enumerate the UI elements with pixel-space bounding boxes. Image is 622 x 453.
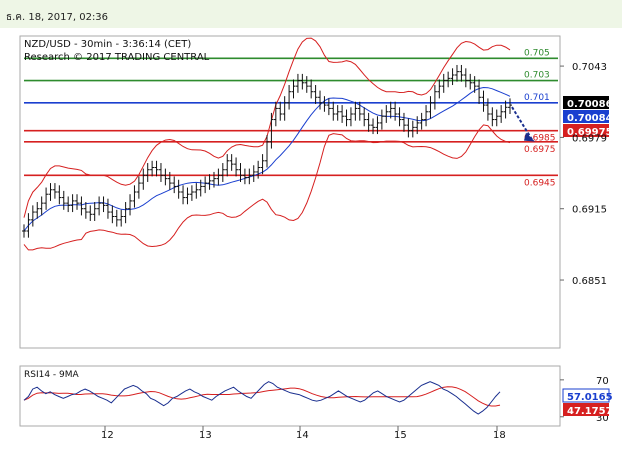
moving-average-line <box>23 86 511 232</box>
level-label-3: 0.6985 <box>524 134 556 144</box>
lower-band-line <box>23 124 511 251</box>
price-tag-box <box>563 124 609 137</box>
price-tag-box <box>563 110 609 123</box>
chart-title: NZD/USD - 30min - 3:36:14 (CET) <box>24 39 191 50</box>
rsi-panel <box>19 365 561 427</box>
level-label-5: 0.6945 <box>524 178 556 188</box>
rsi-line <box>23 381 501 415</box>
price-tag-box <box>563 96 609 109</box>
y-tick-label: 0.6979 <box>572 133 607 144</box>
rsi-tag-box <box>562 388 610 403</box>
x-tick-label: 13 <box>199 430 212 441</box>
timestamp: ธ.ค. 18, 2017, 02:36 <box>6 12 109 23</box>
x-tick-label: 14 <box>296 430 309 441</box>
rsi-y-tick-label: 30 <box>596 413 609 424</box>
rsi-title: RSI14 - 9MA <box>24 370 80 380</box>
price-tag-label: 0.69975 <box>567 127 613 138</box>
research-credit: Research © 2017 TRADING CENTRAL <box>24 52 210 63</box>
forecast-arrow-line <box>511 106 533 141</box>
x-tick-label: 18 <box>493 430 506 441</box>
rsi-tag-box <box>563 403 609 416</box>
rsi-ma-line <box>23 386 501 407</box>
rsi-tag-label: 47.1757 <box>567 406 613 417</box>
y-tick-label: 0.6915 <box>572 205 607 216</box>
x-tick-label: 12 <box>101 430 114 441</box>
level-label-1: 0.703 <box>524 71 550 81</box>
level-label-2: 0.701 <box>524 93 550 103</box>
y-tick-label: 0.7043 <box>572 62 607 73</box>
price-tag-label: 0.70084 <box>567 113 613 124</box>
level-label-0: 0.705 <box>524 48 550 58</box>
y-tick-label: 0.6851 <box>572 276 607 287</box>
forecast-arrow-head <box>524 132 535 142</box>
price-tag-label: 0.70086 <box>567 99 613 110</box>
rsi-y-tick-label: 70 <box>596 376 609 387</box>
x-tick-label: 15 <box>394 430 407 441</box>
level-label-4: 0.6975 <box>524 145 556 155</box>
timestamp-bar: ธ.ค. 18, 2017, 02:36 <box>0 0 622 28</box>
rsi-tag-label: 57.0165 <box>567 392 613 403</box>
